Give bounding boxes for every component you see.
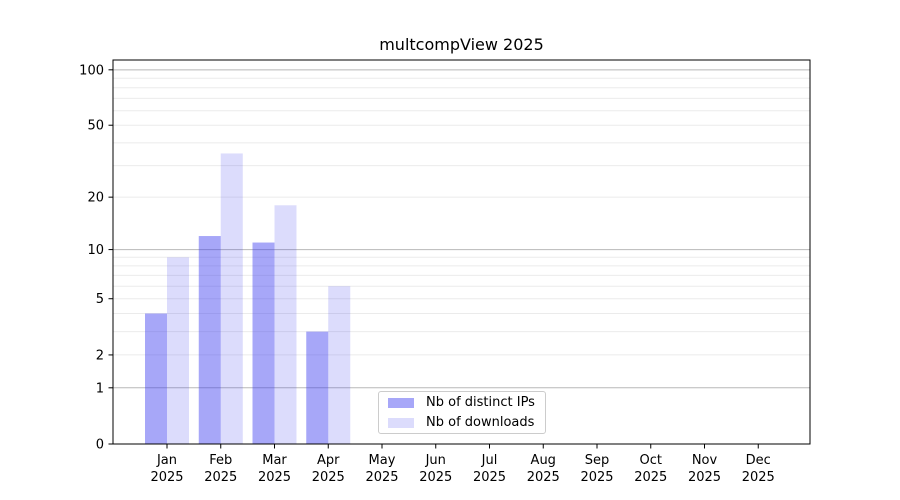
x-tick-label: Oct 2025 (634, 453, 667, 485)
x-tick-label: Jul 2025 (473, 453, 506, 485)
legend-swatch-distinct-ips-icon (388, 397, 414, 408)
legend: Nb of distinct IPs Nb of downloads (378, 391, 546, 434)
bar-ips-feb (198, 236, 221, 444)
bar-downloads-apr (328, 286, 351, 444)
y-tick-label: 10 (87, 243, 104, 258)
y-tick-label: 1 (96, 381, 104, 396)
x-tick-label: Apr 2025 (312, 453, 345, 485)
x-tick-label: Nov 2025 (688, 453, 721, 485)
bar-downloads-feb (220, 153, 243, 444)
bar-ips-mar (252, 242, 275, 444)
x-tick-label: Jan 2025 (150, 453, 183, 485)
legend-label-distinct-ips: Nb of distinct IPs (426, 395, 535, 410)
x-tick-label: Feb 2025 (204, 453, 237, 485)
bar-downloads-mar (274, 205, 297, 444)
legend-item-distinct-ips: Nb of distinct IPs (388, 393, 545, 412)
y-tick-label: 0 (96, 438, 104, 453)
x-tick-label: Aug 2025 (527, 453, 560, 485)
y-tick-label: 20 (87, 191, 104, 206)
y-tick-label: 50 (87, 119, 104, 134)
x-tick-label: Mar 2025 (258, 453, 291, 485)
x-tick-label: Jun 2025 (419, 453, 452, 485)
x-tick-label: Dec 2025 (742, 453, 775, 485)
legend-item-downloads: Nb of downloads (388, 413, 545, 432)
bar-ips-apr (306, 331, 329, 444)
y-tick-label: 5 (96, 292, 104, 307)
y-tick-label: 100 (79, 63, 104, 78)
legend-label-downloads: Nb of downloads (426, 415, 535, 430)
y-tick-label: 2 (96, 348, 104, 363)
x-tick-label: May 2025 (365, 453, 398, 485)
legend-swatch-downloads-icon (388, 417, 414, 428)
bar-ips-jan (145, 313, 167, 444)
plot-border (112, 59, 811, 445)
x-tick-label: Sep 2025 (580, 453, 613, 485)
bar-downloads-jan (167, 257, 189, 444)
chart-title: multcompView 2025 (379, 35, 544, 54)
